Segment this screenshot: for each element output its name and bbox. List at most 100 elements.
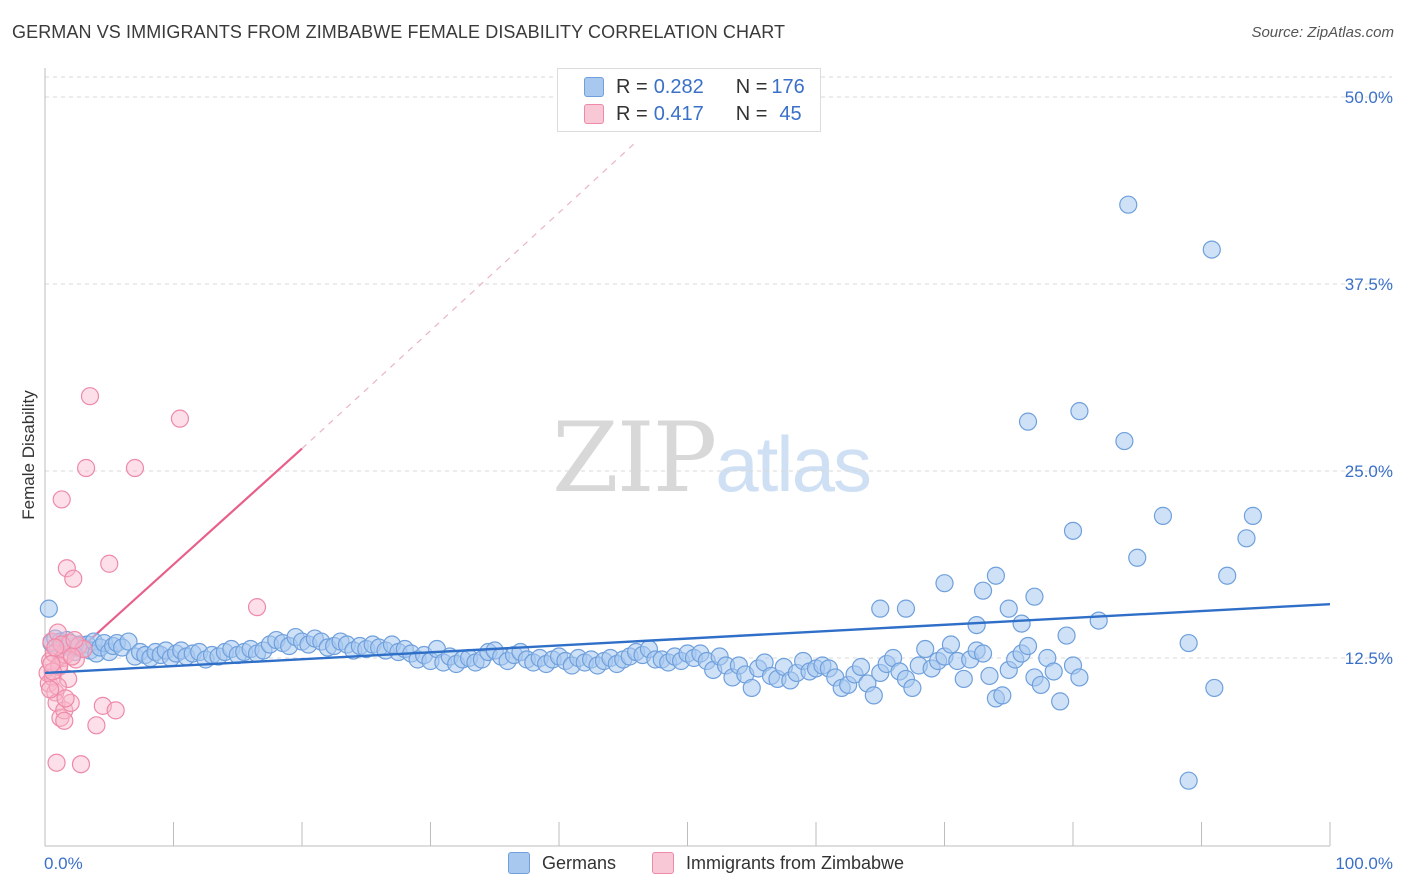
point-zimbabwe	[57, 559, 76, 578]
watermark-atlas: atlas	[715, 420, 872, 508]
legend-item-zimbabwe: Immigrants from Zimbabwe	[652, 852, 904, 874]
trend-line-germans	[44, 602, 1331, 675]
point-germans	[871, 599, 890, 618]
point-germans	[1153, 506, 1173, 525]
y-axis-title: Female Disability	[19, 390, 38, 520]
legend-swatch-pink	[584, 104, 604, 124]
point-zimbabwe	[87, 716, 106, 735]
legend-r-label: R =	[616, 75, 648, 98]
point-zimbabwe	[47, 753, 66, 772]
point-germans	[1025, 587, 1044, 606]
x-tick-label-max: 100.0%	[1335, 854, 1393, 873]
legend-r-value: 0.282	[653, 75, 704, 98]
legend-n-value: 45	[779, 102, 802, 125]
point-germans	[1205, 678, 1224, 698]
series-germans	[39, 195, 1263, 790]
point-germans	[1012, 614, 1031, 633]
point-zimbabwe	[106, 701, 125, 720]
point-germans	[973, 644, 993, 663]
point-germans	[1128, 548, 1147, 567]
point-zimbabwe	[125, 458, 145, 478]
series-zimbabwe	[38, 387, 267, 774]
point-germans	[1237, 529, 1256, 548]
correlation-legend: R = 0.282 N = 176 R = 0.417 N = 45	[557, 68, 821, 132]
point-zimbabwe	[48, 623, 67, 642]
watermark-zip: ZIP	[552, 402, 717, 514]
legend-label-zimbabwe: Immigrants from Zimbabwe	[686, 852, 905, 873]
point-zimbabwe	[46, 638, 65, 657]
point-germans	[742, 678, 761, 698]
point-germans	[941, 635, 961, 654]
point-zimbabwe	[100, 554, 119, 573]
x-tick-label-min: 0.0%	[44, 854, 83, 873]
point-germans	[980, 666, 999, 686]
point-germans	[1070, 402, 1089, 421]
point-germans	[993, 686, 1012, 705]
point-zimbabwe	[55, 711, 74, 730]
point-germans	[1063, 521, 1083, 540]
point-zimbabwe	[80, 387, 100, 406]
point-zimbabwe	[247, 598, 267, 617]
legend-n-label: N =	[735, 75, 768, 98]
point-zimbabwe	[62, 647, 82, 666]
point-germans	[1202, 240, 1221, 259]
trend-line-germans-solid	[44, 602, 1331, 675]
chart-title: GERMAN VS IMMIGRANTS FROM ZIMBABWE FEMAL…	[12, 22, 786, 42]
point-zimbabwe	[64, 569, 83, 588]
point-germans	[967, 615, 986, 635]
trend-line-zimbabwe	[44, 141, 637, 682]
point-germans	[1031, 675, 1050, 695]
legend-row-zimbabwe: R = 0.417 N = 45	[584, 102, 802, 126]
point-germans	[119, 632, 138, 651]
point-germans	[1179, 771, 1198, 790]
legend-row-germans: R = 0.282 N = 176	[584, 75, 805, 99]
point-germans	[1018, 412, 1038, 431]
point-germans	[1044, 662, 1063, 681]
point-germans	[864, 686, 883, 705]
point-germans	[916, 639, 935, 659]
legend-r-label: R =	[616, 102, 648, 125]
legend-n-label: N =	[735, 102, 768, 125]
gridlines	[45, 76, 1392, 659]
axes	[44, 68, 1331, 847]
point-germans	[1243, 506, 1263, 525]
point-zimbabwe	[56, 689, 75, 708]
point-zimbabwe	[77, 458, 96, 478]
source-label: Source: ZipAtlas.com	[1251, 24, 1394, 41]
point-germans	[1089, 611, 1108, 630]
point-germans	[1057, 626, 1076, 645]
legend-n-value: 176	[771, 75, 805, 98]
point-germans	[903, 678, 922, 698]
point-germans	[1115, 431, 1134, 451]
point-germans	[935, 574, 954, 593]
point-zimbabwe	[41, 680, 60, 699]
point-zimbabwe	[71, 755, 91, 774]
point-germans	[1070, 668, 1089, 687]
point-germans	[954, 669, 973, 689]
point-germans	[1051, 692, 1070, 711]
point-germans	[851, 657, 871, 677]
point-germans	[1119, 195, 1138, 214]
y-tick-label: 37.5%	[1345, 275, 1393, 294]
point-germans	[39, 599, 58, 618]
axis-labels: 12.5% 25.0% 37.5% 50.0% 0.0% 100.0% Female Dis…	[19, 88, 1393, 873]
legend-r-value: 0.417	[653, 102, 704, 125]
y-tick-label: 12.5%	[1345, 649, 1393, 668]
point-zimbabwe	[170, 409, 190, 428]
legend-label-germans: Germans	[542, 852, 617, 873]
point-germans	[1018, 636, 1038, 656]
point-germans	[999, 599, 1018, 618]
point-germans	[896, 599, 916, 618]
point-germans	[986, 566, 1006, 585]
trend-line-zimbabwe-dashed	[301, 141, 637, 450]
y-tick-label: 25.0%	[1345, 462, 1393, 481]
point-zimbabwe	[56, 645, 75, 665]
legend-swatch-pink	[652, 852, 674, 874]
legend-swatch-blue	[584, 77, 604, 97]
watermark: ZIPatlas	[552, 402, 872, 514]
point-zimbabwe	[42, 654, 61, 674]
legend-swatch-blue	[508, 852, 530, 874]
point-zimbabwe	[59, 669, 78, 689]
point-germans	[973, 581, 993, 600]
